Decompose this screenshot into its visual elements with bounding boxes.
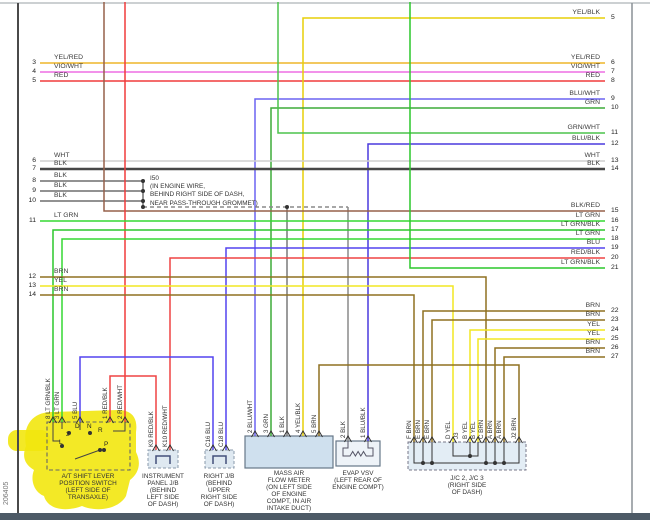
junction-dot-13 — [102, 448, 106, 452]
right-jb-box — [204, 449, 235, 469]
wire-brn-left-14-jc — [40, 294, 415, 442]
wire-ipjb-loop — [155, 455, 171, 464]
junction-dot-11 — [67, 431, 71, 435]
wire-yel-25-jc — [477, 338, 605, 442]
connector-arrow-20 — [466, 436, 474, 444]
junction-dot-14 — [60, 444, 64, 448]
connector-arrow-25 — [515, 436, 523, 444]
yellow-highlight-tail — [8, 430, 50, 451]
evap-vsv-coil — [342, 441, 374, 457]
at-shift-switch-box — [46, 421, 131, 471]
junction-dot-8 — [484, 461, 488, 465]
wire-lt-grn-blk-21 — [409, 2, 605, 269]
connector-arrow-12 — [299, 430, 307, 438]
connector-arrow-4 — [121, 416, 129, 424]
junction-dot-5 — [468, 454, 472, 458]
wire-grn-10-maf — [270, 107, 605, 436]
connector-arrow-23 — [491, 436, 499, 444]
junction-dot-3 — [141, 205, 145, 209]
junction-dot-12 — [88, 431, 92, 435]
connector-arrow-19 — [449, 436, 457, 444]
junction-dot-7 — [430, 461, 434, 465]
connector-arrow-16 — [410, 436, 418, 444]
connector-arrow-11 — [283, 430, 291, 438]
connector-arrow-5 — [152, 444, 160, 452]
connector-arrow-7 — [209, 444, 217, 452]
connector-arrow-13 — [315, 430, 323, 438]
wire-brn-maf-jc — [318, 364, 520, 442]
wire-yel-left-13-jc — [40, 285, 454, 442]
connector-arrow-8 — [222, 444, 230, 452]
connector-arrow-3 — [106, 416, 114, 424]
wire-brn-23-jc — [431, 319, 605, 442]
yellow-highlight — [24, 410, 139, 510]
instrument-panel-jb-box — [147, 449, 179, 469]
junction-dot-15 — [98, 448, 102, 452]
wire-yel-blk-5-maf — [302, 17, 605, 436]
wire-blu-19-rjb — [225, 247, 605, 450]
connector-arrow-15 — [364, 435, 372, 443]
wire-sw-wiper — [74, 449, 101, 460]
wire-yel-24-jc — [469, 329, 605, 442]
connector-arrow-10 — [267, 430, 275, 438]
wire-red-blk-20-ipjb — [169, 257, 605, 450]
connector-arrow-18 — [428, 436, 436, 444]
junction-dot-10 — [502, 461, 506, 465]
junction-dot-4 — [285, 205, 289, 209]
wire-blu-wht-9-maf — [254, 98, 605, 436]
connector-arrow-17 — [419, 436, 427, 444]
wire-jc-yel-bus — [452, 442, 479, 457]
connector-arrow-9 — [251, 430, 259, 438]
junction-dot-9 — [493, 461, 497, 465]
wire-brn-22-jc — [422, 310, 605, 442]
wire-lt-grn-blk-17-switch — [52, 229, 605, 422]
junction-dot-6 — [421, 461, 425, 465]
bottom-band — [0, 513, 650, 520]
connector-arrow-6 — [166, 444, 174, 452]
wire-lt-grn-18-switch — [61, 238, 605, 422]
wire-brn-left-12-jc — [40, 276, 487, 442]
junction-dot-1 — [141, 189, 145, 193]
wire-sw-link-l — [52, 422, 60, 442]
wire-red-blk-switch-ipjb — [109, 375, 157, 450]
wire-rjb-loop — [212, 455, 227, 464]
wire-brn-26-jc — [494, 347, 605, 442]
wire-blu-switch-rjb — [79, 356, 214, 450]
junction-dot-0 — [141, 179, 145, 183]
connector-arrow-2 — [76, 416, 84, 424]
connector-arrow-0 — [49, 416, 57, 424]
connector-arrow-22 — [482, 436, 490, 444]
wire-blk-red-15 — [103, 2, 605, 212]
wire-blu-blk-12-evap — [367, 143, 605, 441]
connector-arrow-24 — [500, 436, 508, 444]
junction-dot-2 — [141, 199, 145, 203]
wire-grn-wht-11 — [277, 2, 605, 134]
connector-arrow-14 — [344, 435, 352, 443]
wire-brn-27-jc — [503, 356, 605, 442]
connector-arrow-1 — [58, 416, 66, 424]
connector-arrow-21 — [474, 436, 482, 444]
mass-air-flow-meter-box — [244, 435, 334, 469]
wire-jc-brn-bus — [413, 442, 520, 464]
wire-sw-link-r — [113, 422, 126, 432]
